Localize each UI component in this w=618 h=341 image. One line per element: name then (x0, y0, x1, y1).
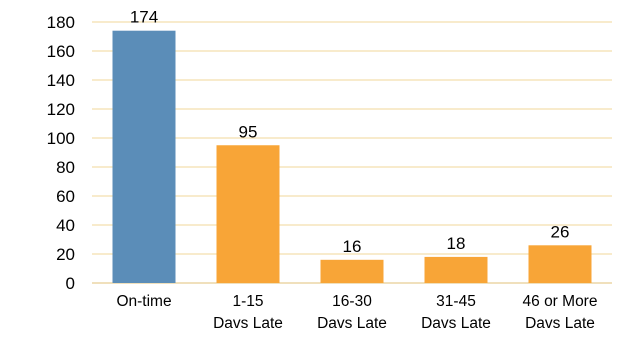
x-category-label-line: 46 or More (523, 293, 598, 310)
bar (216, 145, 280, 283)
x-category-label-line: Davs Late (525, 315, 595, 332)
x-category-label: 46 or More Davs Late (523, 293, 598, 332)
x-category-label-line: 1-15 (232, 293, 263, 310)
y-tick-label: 80 (56, 158, 75, 177)
y-tick-label: 20 (56, 245, 75, 264)
x-axis-labels: On-time 1-15 Davs Late 16-30 Davs Late 31-45 D… (116, 293, 597, 332)
x-category-label: 31-45 Davs Late (421, 293, 491, 332)
y-tick-label: 140 (47, 71, 75, 90)
x-category-label: On-time (116, 293, 171, 310)
y-tick-label: 160 (47, 42, 75, 61)
bar (528, 245, 592, 283)
gridlines (92, 21, 612, 284)
y-tick-label: 120 (47, 100, 75, 119)
bar (424, 256, 488, 283)
x-category-label-line: 16-30 (332, 293, 372, 310)
x-category-label-line: Davs Late (421, 315, 491, 332)
y-tick-label: 100 (47, 129, 75, 148)
y-tick-label: 0 (66, 274, 75, 293)
data-label: 174 (130, 8, 158, 27)
x-category-label-line: Davs Late (317, 315, 387, 332)
bar (320, 259, 384, 283)
y-tick-label: 60 (56, 187, 75, 206)
data-label: 16 (343, 237, 362, 256)
x-category-label-line: Davs Late (213, 315, 283, 332)
data-labels: 174 95 16 18 26 (130, 8, 570, 256)
x-category-label: 1-15 Davs Late (213, 293, 283, 332)
bar (112, 30, 176, 284)
y-axis-ticks: 0 20 40 60 80 100 120 140 160 180 (47, 13, 75, 293)
y-tick-label: 40 (56, 216, 75, 235)
data-label: 26 (551, 222, 570, 241)
x-category-label-line: On-time (116, 293, 171, 310)
y-tick-label: 180 (47, 13, 75, 32)
data-label: 18 (447, 234, 466, 253)
x-category-label: 16-30 Davs Late (317, 293, 387, 332)
bars (112, 30, 592, 284)
data-label: 95 (239, 122, 258, 141)
x-category-label-line: 31-45 (436, 293, 476, 310)
